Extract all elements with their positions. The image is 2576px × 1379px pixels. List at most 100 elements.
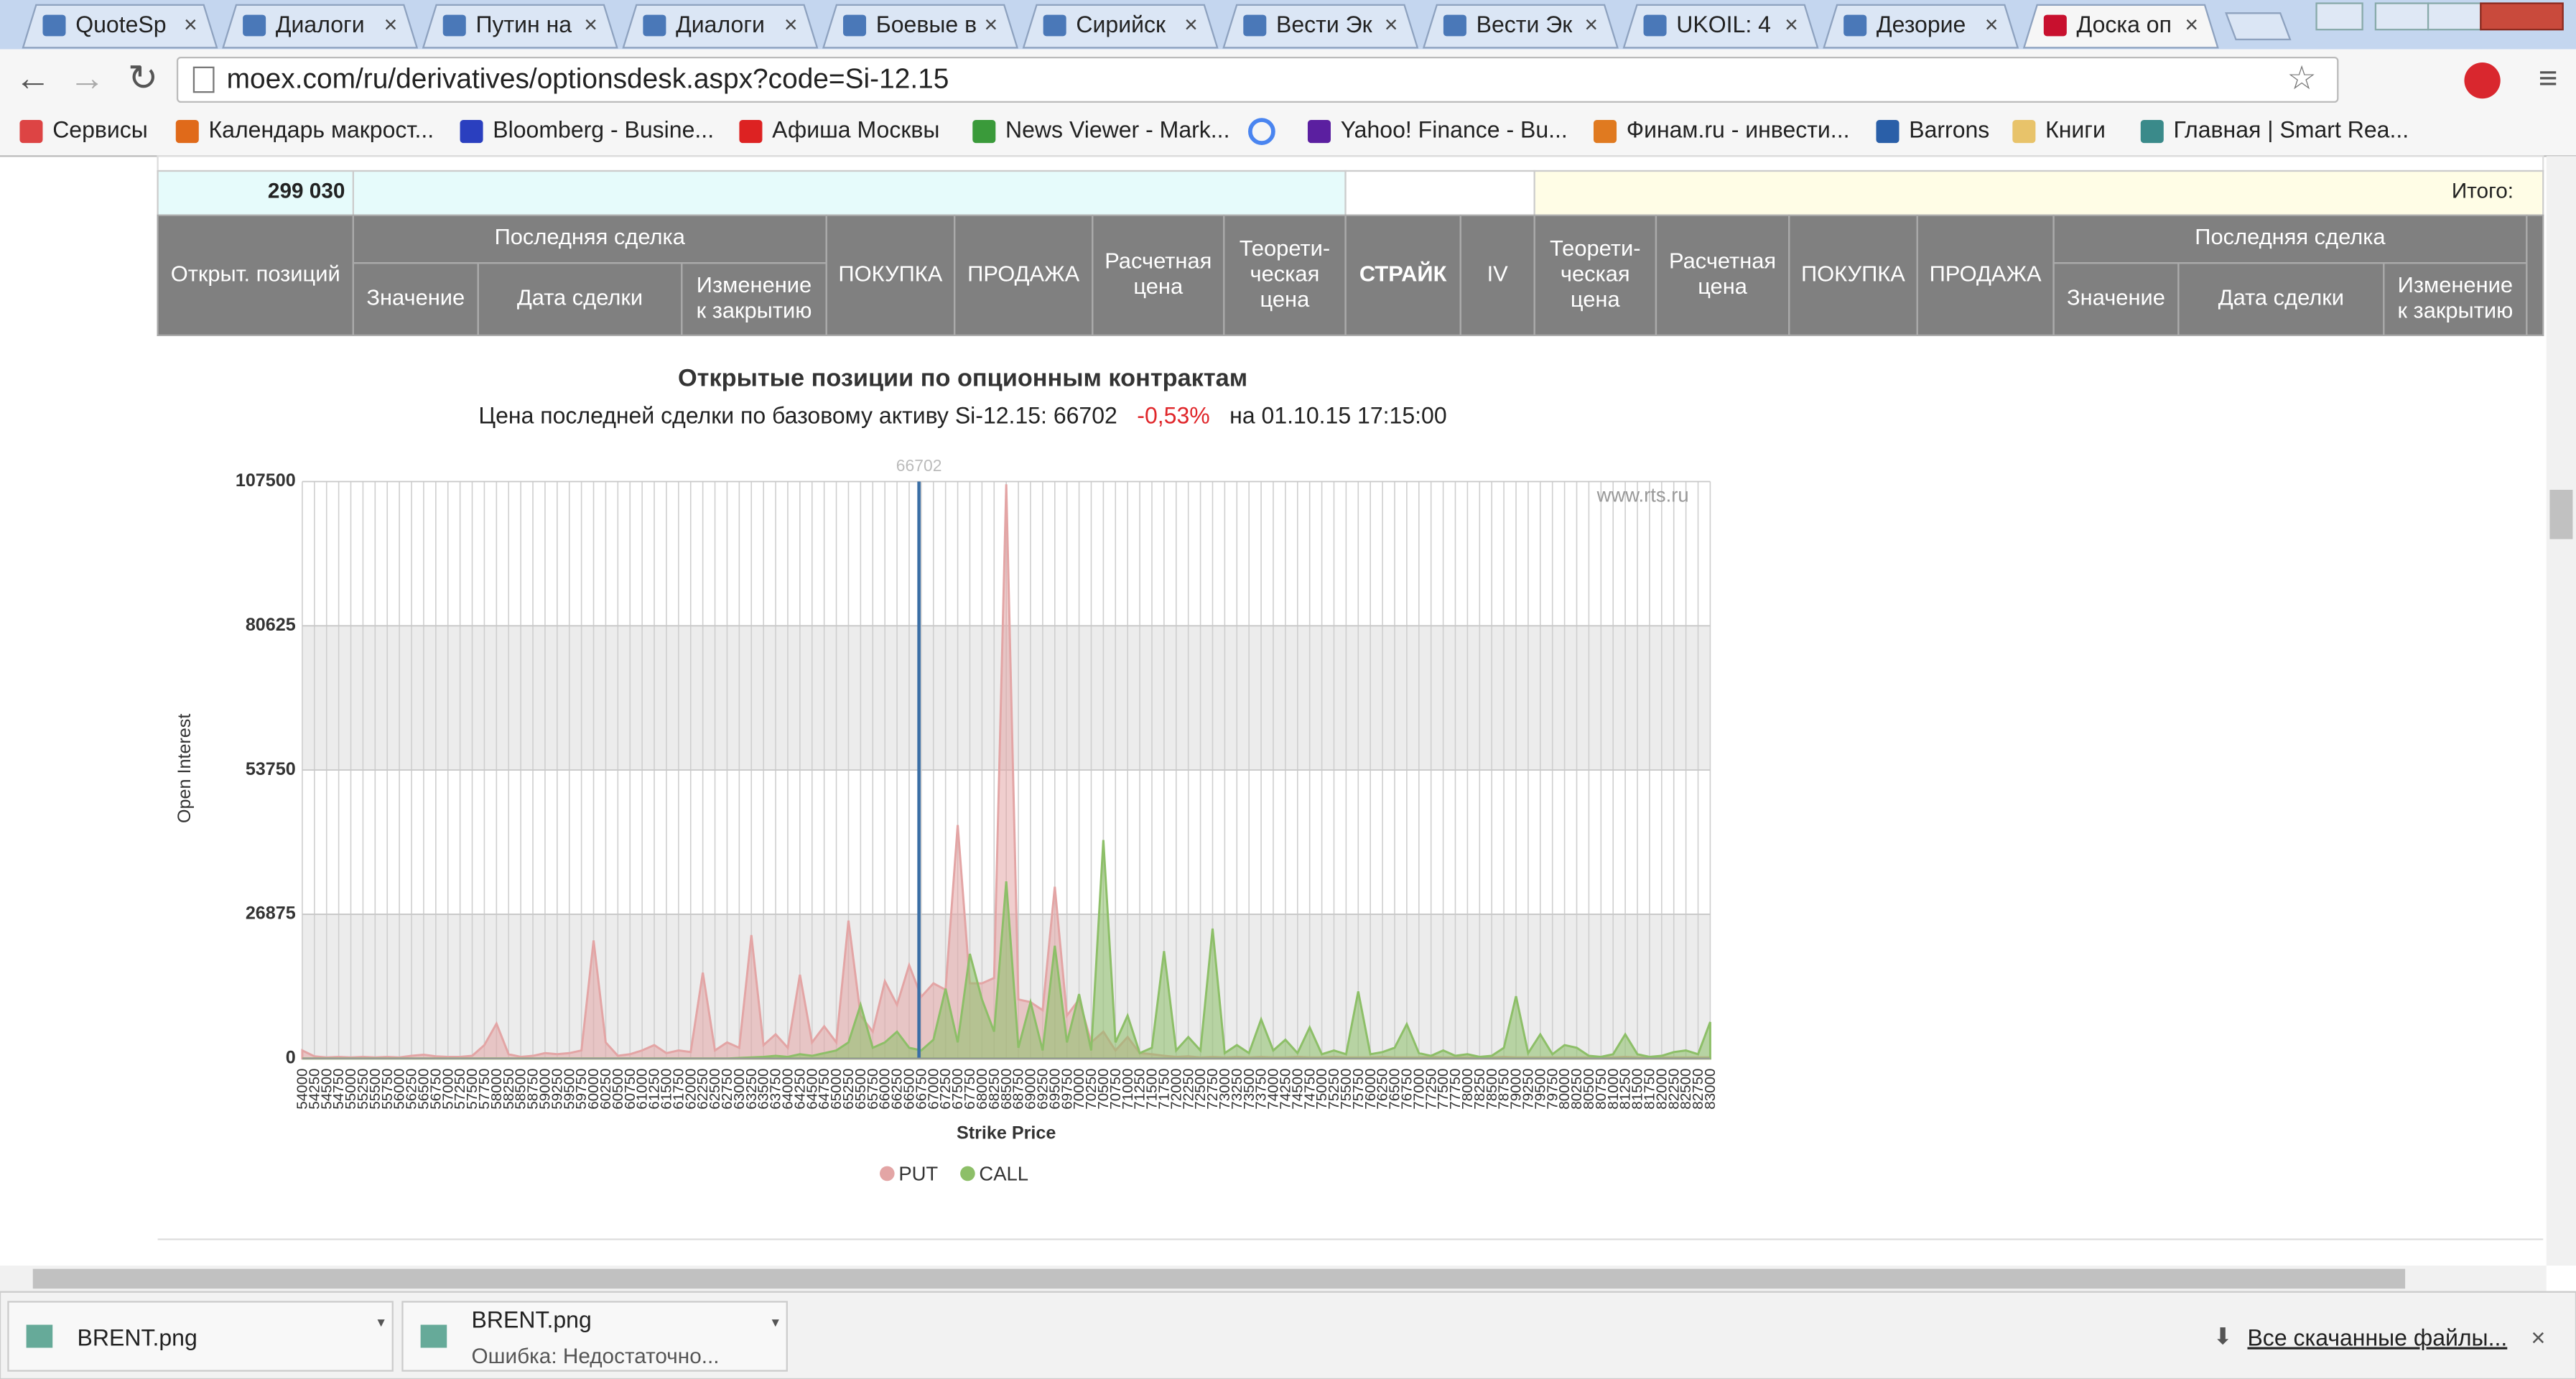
x-tick-label: 67500 xyxy=(949,1068,966,1109)
h-scroll-thumb[interactable] xyxy=(32,1268,2406,1289)
maximize-button[interactable] xyxy=(2427,2,2482,31)
x-tick-label: 60750 xyxy=(622,1068,638,1109)
tab-close[interactable]: × xyxy=(184,11,197,37)
x-tick-label: 74500 xyxy=(1289,1068,1306,1109)
v-scrollbar[interactable] xyxy=(2546,156,2576,1266)
prev-row xyxy=(157,155,2544,172)
x-tick-label: 67750 xyxy=(962,1068,978,1109)
x-axis-title: Strike Price xyxy=(957,1123,1056,1143)
x-tick-label: 61750 xyxy=(670,1068,687,1109)
x-tick-label: 71750 xyxy=(1156,1068,1172,1109)
tab[interactable] xyxy=(22,4,218,49)
y-tick-label: 53750 xyxy=(246,759,296,779)
tab[interactable] xyxy=(1422,4,1619,49)
header-text: Дата сделки xyxy=(2218,285,2344,310)
header-text: СТРАЙК xyxy=(1359,260,1447,286)
x-tick-label: 81250 xyxy=(1617,1068,1634,1109)
tab-icon xyxy=(42,14,66,37)
omnibox[interactable] xyxy=(176,56,2339,103)
back-button[interactable]: ← xyxy=(15,57,51,98)
bookmark[interactable]: Календарь макрост... xyxy=(209,117,434,143)
x-tick-label: 81000 xyxy=(1605,1068,1622,1109)
tab[interactable] xyxy=(1222,4,1419,49)
x-tick-label: 74250 xyxy=(1277,1068,1293,1109)
tab-icon xyxy=(2043,14,2067,37)
tab-title: Доска оп xyxy=(2077,11,2172,37)
tab[interactable] xyxy=(2022,4,2219,49)
x-tick-label: 70750 xyxy=(1107,1068,1124,1109)
tab-close[interactable]: × xyxy=(1785,11,1798,37)
bookmark[interactable]: Bloomberg - Busine... xyxy=(493,117,714,143)
tab[interactable] xyxy=(1823,4,2019,49)
tab-icon xyxy=(643,14,666,37)
x-tick-label: 76000 xyxy=(1362,1068,1379,1109)
forward-button[interactable]: → xyxy=(69,57,105,98)
x-tick-label: 77250 xyxy=(1423,1068,1439,1109)
x-tick-label: 71000 xyxy=(1120,1068,1136,1109)
close-button[interactable] xyxy=(2480,2,2564,31)
bookmark-icon xyxy=(1593,120,1617,144)
tab-close[interactable]: × xyxy=(1985,11,1999,37)
x-tick-label: 60500 xyxy=(610,1068,626,1109)
tab-close[interactable]: × xyxy=(2185,11,2198,37)
file-icon xyxy=(420,1324,447,1348)
tab[interactable] xyxy=(622,4,819,49)
new-tab[interactable] xyxy=(2225,12,2292,41)
download-menu[interactable]: ▾ xyxy=(378,1314,386,1331)
x-tick-label: 64000 xyxy=(780,1068,796,1109)
bookmark-star[interactable]: ☆ xyxy=(2287,60,2316,96)
bookmark[interactable]: Афиша Москвы xyxy=(772,117,939,143)
tab[interactable] xyxy=(422,4,618,49)
x-tick-label: 67250 xyxy=(937,1068,954,1109)
x-tick-label: 72000 xyxy=(1168,1068,1184,1109)
close-downloads[interactable]: × xyxy=(2531,1324,2545,1352)
tab[interactable] xyxy=(1622,4,1819,49)
legend-label[interactable]: PUT xyxy=(898,1162,938,1184)
url: moex.com/ru/derivatives/optionsdesk.aspx… xyxy=(227,63,949,94)
x-tick-label: 56000 xyxy=(391,1068,408,1109)
user-button[interactable] xyxy=(2315,2,2363,31)
tab-close[interactable]: × xyxy=(1184,11,1198,37)
x-tick-label: 77000 xyxy=(1410,1068,1427,1109)
tab-close[interactable]: × xyxy=(1385,11,1398,37)
tab-close[interactable]: × xyxy=(1584,11,1598,37)
download-icon: ⬇ xyxy=(2213,1323,2233,1349)
google-bookmark[interactable] xyxy=(1248,118,1275,145)
x-tick-label: 82500 xyxy=(1678,1068,1694,1109)
tab-title: QuoteSp xyxy=(75,11,166,37)
x-tick-label: 63250 xyxy=(743,1068,760,1109)
x-tick-label: 54500 xyxy=(318,1068,335,1109)
x-tick-label: 62750 xyxy=(719,1068,735,1109)
bookmark[interactable]: Yahoo! Finance - Bu... xyxy=(1341,117,1568,143)
x-tick-label: 59750 xyxy=(573,1068,590,1109)
tab-close[interactable]: × xyxy=(985,11,998,37)
bookmark[interactable]: Barrons xyxy=(1909,117,1989,143)
minimize-button[interactable] xyxy=(2374,2,2429,31)
header-text: ческая xyxy=(1561,261,1630,286)
bookmark[interactable]: Финам.ru - инвести... xyxy=(1627,117,1850,143)
bookmark[interactable]: News Viewer - Mark... xyxy=(1005,117,1229,143)
all-downloads-link[interactable]: Все скачанные файлы... xyxy=(2247,1325,2507,1351)
header-text: Теорети- xyxy=(1550,236,1640,261)
bookmark[interactable]: Книги xyxy=(2045,117,2106,143)
tab-close[interactable]: × xyxy=(384,11,398,37)
menu-button[interactable]: ≡ xyxy=(2539,60,2558,96)
download-item[interactable] xyxy=(7,1301,394,1372)
tab[interactable] xyxy=(822,4,1019,49)
tab-title: Дезорие xyxy=(1877,11,1966,37)
download-menu[interactable]: ▾ xyxy=(772,1314,780,1331)
header-text: IV xyxy=(1487,261,1509,286)
header-text: Значение xyxy=(2067,285,2165,310)
x-tick-label: 78000 xyxy=(1459,1068,1476,1109)
bookmark[interactable]: Главная | Smart Rea... xyxy=(2174,117,2409,143)
reload-button[interactable]: ↻ xyxy=(128,57,158,98)
tab-close[interactable]: × xyxy=(784,11,798,37)
tab[interactable] xyxy=(1022,4,1219,49)
legend-label[interactable]: CALL xyxy=(979,1162,1028,1184)
bookmark[interactable]: Сервисы xyxy=(52,117,148,143)
tab-close[interactable]: × xyxy=(584,11,597,37)
adblock-icon[interactable] xyxy=(2464,62,2501,99)
tab[interactable] xyxy=(222,4,419,49)
v-scroll-thumb[interactable] xyxy=(2549,489,2573,539)
download-item[interactable] xyxy=(401,1301,788,1372)
